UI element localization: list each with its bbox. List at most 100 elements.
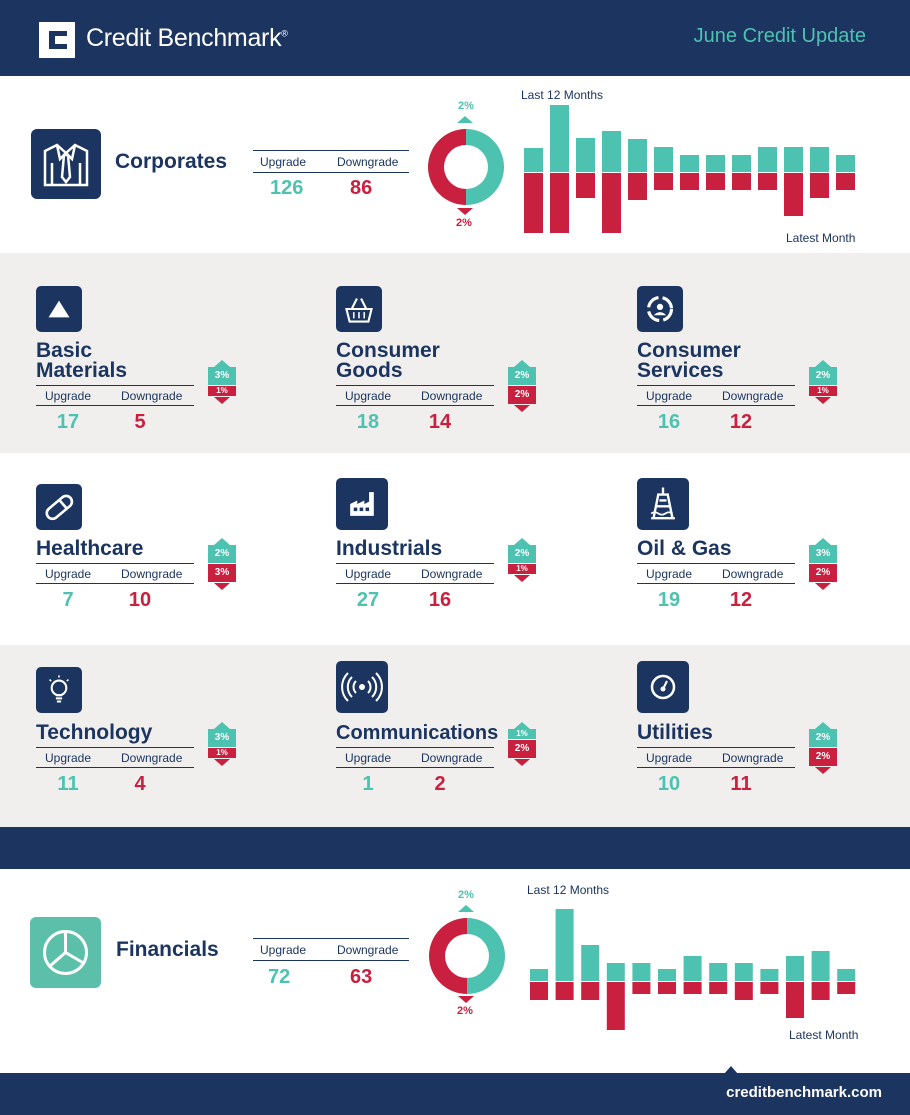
sector-downgrade-label: Downgrade [722,751,784,765]
sector-down-arrow-icon [815,583,831,590]
sector-up-pct: 3% [208,729,236,747]
corporates-chart-note: Latest Month [786,231,856,245]
sector-upgrade-label: Upgrade [646,567,693,581]
corporates-down-arrow-icon [457,208,473,215]
downgrade-bar [837,982,856,994]
footer-url[interactable]: creditbenchmark.com [726,1084,882,1101]
upgrade-bar [837,969,856,981]
financials-down-pct: 2% [457,1005,473,1017]
sector-title: Industrials [336,538,442,559]
pill-icon [36,484,82,530]
financials-down-arrow-icon [458,996,474,1003]
financials-up-pct: 2% [458,889,474,901]
sector-downgrade-count: 2 [434,773,446,795]
corporates-line-bottom [253,172,409,173]
sector-downgrade-label: Downgrade [421,751,483,765]
sector-title: Healthcare [36,538,143,559]
downgrade-bar [628,173,647,200]
downgrade-bar [576,173,595,198]
downgrade-bar [658,982,676,994]
sector-down-arrow-icon [214,759,230,766]
sector-title-line1: Communications [336,722,499,744]
upgrade-bar [550,105,569,172]
sector-down-arrow-icon [214,583,230,590]
sector-down-pct: 1% [508,564,536,574]
sector-line-bottom [336,767,494,768]
sector-upgrade-count: 7 [62,589,74,611]
downgrade-bar [654,173,673,190]
sector-downgrade-count: 4 [134,773,146,795]
sector-upgrade-count: 11 [57,773,79,795]
sector-down-arrow-icon [815,767,831,774]
sector-up-pct: 3% [809,545,837,563]
page-title: June Credit Update [693,25,866,47]
downgrade-bar [784,173,803,216]
sector-line-top [36,747,194,748]
financials-downgrade-count: 63 [350,966,373,988]
upgrade-bar [530,969,548,981]
downgrade-bar [581,982,600,1000]
sector-down-arrow-icon [514,575,530,582]
header-bar: Credit Benchmark® June Credit Update [0,0,910,76]
financials-donut [429,918,505,994]
sector-title-line2: Services [637,359,724,382]
downgrade-bar [683,982,702,994]
sector-upgrade-label: Upgrade [345,751,392,765]
corporates-upgrade-count: 126 [270,177,304,199]
sector-title-line1: Basic [36,339,93,362]
sector-up-pct: 1% [508,729,536,739]
downgrade-bar [706,173,725,190]
downgrade-bar [810,173,829,198]
upgrade-bar [836,155,855,172]
sector-downgrade-label: Downgrade [121,389,183,403]
sector-up-pct: 2% [208,545,236,563]
sector-down-pct: 2% [508,740,536,758]
downgrade-bar [811,982,830,1000]
sector-upgrade-count: 1 [362,773,374,795]
sector-down-arrow-icon [214,397,230,404]
basket-icon [336,286,382,332]
sector-band-3 [0,645,910,827]
sector-title: Oil & Gas [637,537,732,560]
sector-upgrade-label: Upgrade [345,567,392,581]
sector-upgrade-count: 19 [657,589,681,611]
upgrade-bar [581,945,600,981]
upgrade-bar [786,956,804,981]
sector-title-line1: Consumer [637,339,741,362]
upgrade-bar [734,963,753,981]
upgrade-bar [784,147,803,172]
sector-downgrade-label: Downgrade [722,567,784,581]
sector-title-line1: Consumer [336,339,440,362]
sector-down-arrow-icon [514,405,530,412]
sector-up-arrow-icon [214,360,230,367]
upgrade-bar [602,131,621,172]
footer-bar [0,1073,910,1115]
upgrade-bar [709,963,728,981]
sector-title: Basic Materials [36,339,127,381]
sector-down-pct: 2% [809,748,837,766]
sector-downgrade-count: 11 [730,773,752,795]
sector-down-pct: 1% [208,386,236,396]
sector-downgrade-label: Downgrade [421,389,483,403]
sector-title: Consumer Services [637,339,741,382]
sector-up-arrow-icon [214,722,230,729]
brand-name: Credit Benchmark® [86,24,288,52]
sector-upgrade-label: Upgrade [45,567,92,581]
triangle-icon [36,286,82,332]
financials-line-bottom [253,960,409,961]
upgrade-bar [658,969,676,981]
sector-upgrade-label: Upgrade [45,389,92,403]
financials-downgrade-label: Downgrade [337,943,399,957]
sector-downgrade-label: Downgrade [121,567,183,581]
sector-downgrade-count: 5 [134,411,146,433]
sector-line-top [336,385,494,386]
sector-upgrade-count: 27 [356,589,380,611]
sector-line-bottom [36,405,194,406]
sector-title-line1: Oil & Gas [637,537,732,560]
downgrade-bar [555,982,574,1000]
upgrade-bar [632,963,651,981]
sector-down-pct: 2% [809,564,837,582]
upgrade-bar [683,956,702,981]
sector-up-arrow-icon [514,722,530,729]
sector-downgrade-count: 10 [128,589,152,611]
